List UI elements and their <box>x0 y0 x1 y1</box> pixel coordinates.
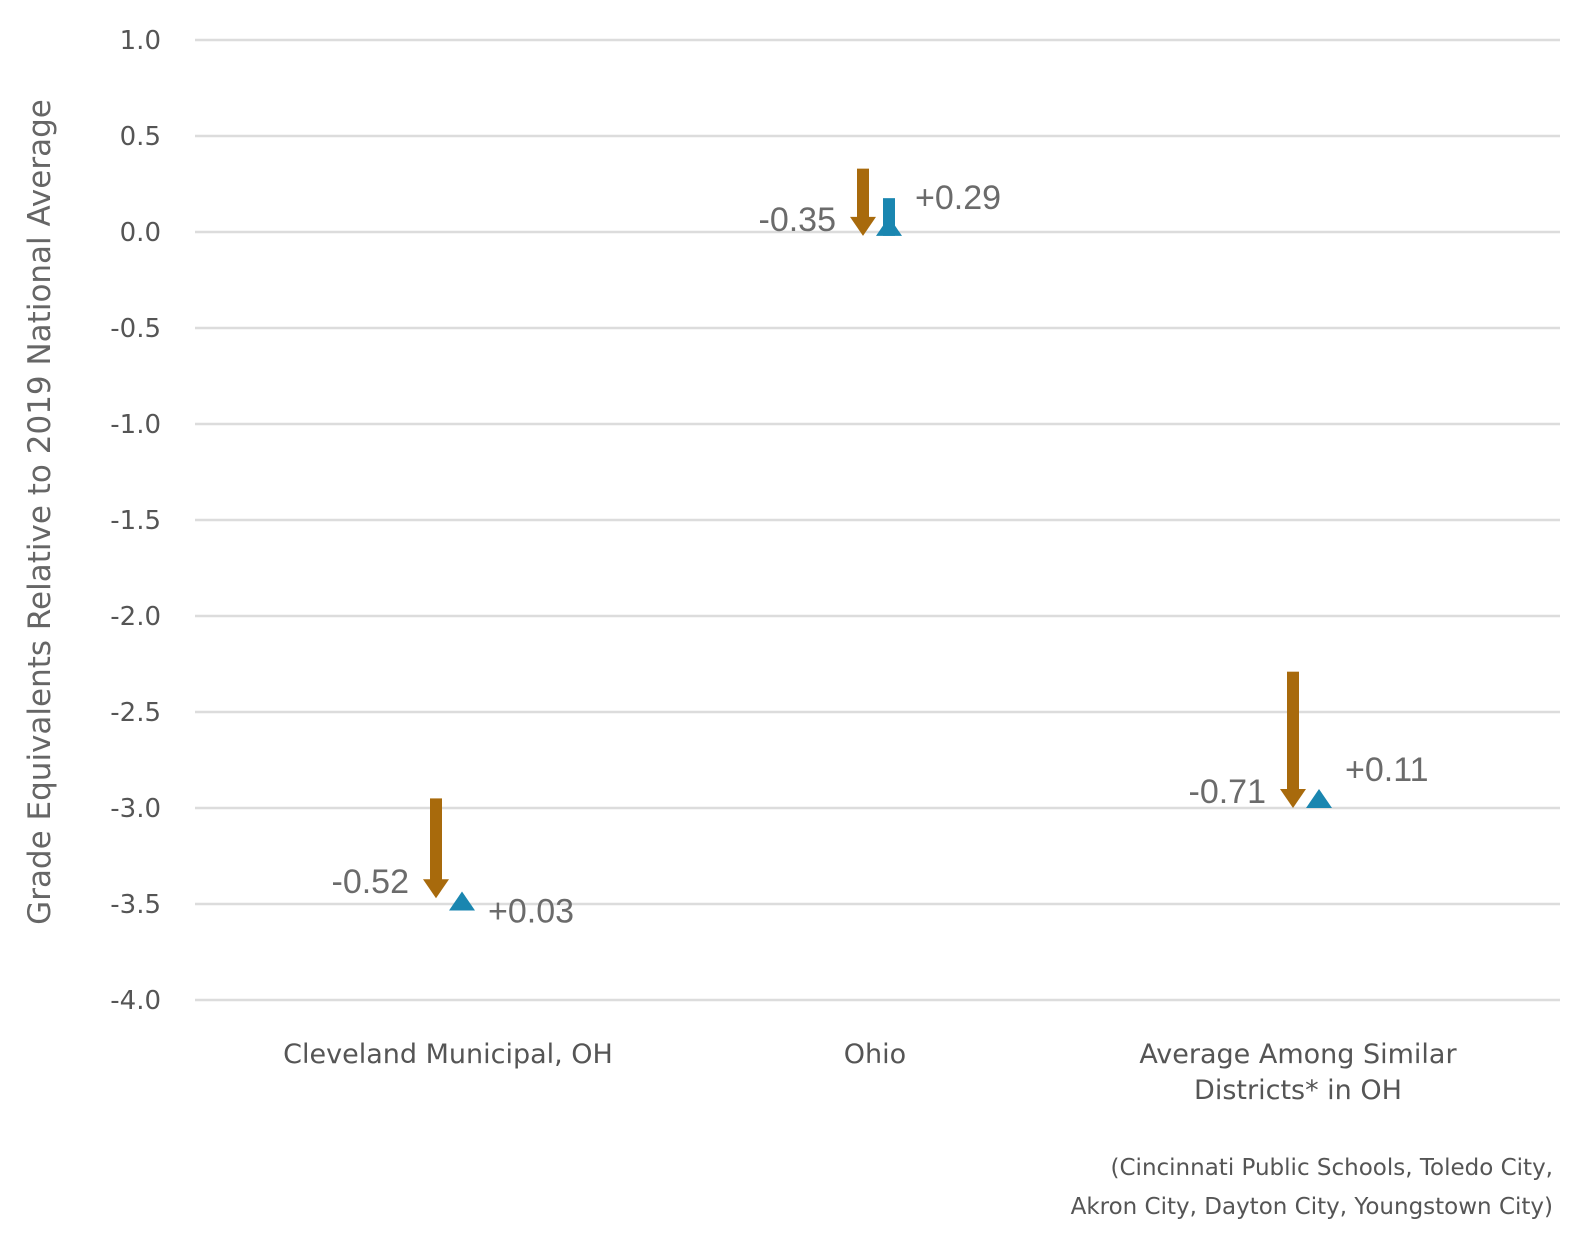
y-tick-label: 0.5 <box>120 122 161 152</box>
y-axis-label: Grade Equivalents Relative to 2019 Natio… <box>22 99 58 925</box>
y-tick-label: -1.5 <box>110 506 161 536</box>
chart-marks: -0.52 +0.03 -0.35 +0.29 -0.71 +0.11 <box>332 168 1429 930</box>
recovery-label: +0.29 <box>915 179 1001 217</box>
x-category-label: Districts* in OH <box>1194 1075 1402 1106</box>
decline-arrow-head <box>850 216 876 236</box>
x-category-label: Ohio <box>844 1039 906 1070</box>
recovery-arrow-head <box>876 216 902 236</box>
recovery-label: +0.03 <box>488 892 574 930</box>
decline-arrow-head <box>423 879 449 899</box>
y-tick-label: -3.5 <box>110 890 161 920</box>
decline-arrow-shaft <box>857 168 869 218</box>
y-tick-label: 1.0 <box>120 26 161 56</box>
footnote: (Cincinnati Public Schools, Toledo City,… <box>1071 1155 1553 1220</box>
y-tick-label: -2.5 <box>110 698 161 728</box>
decline-label: -0.52 <box>332 863 410 901</box>
decline-label: -0.35 <box>759 201 837 239</box>
footnote-line: Akron City, Dayton City, Youngstown City… <box>1071 1194 1553 1220</box>
decline-arrow-shaft <box>430 798 442 881</box>
gridlines <box>195 38 1560 1002</box>
y-tick-label: -0.5 <box>110 314 161 344</box>
decline-arrow-shaft <box>1287 671 1299 790</box>
x-category-label: Cleveland Municipal, OH <box>283 1039 613 1070</box>
y-axis-ticks: 1.0 0.5 0.0 -0.5 -1.0 -1.5 -2.0 -2.5 -3.0 -3.5 -4.… <box>110 26 161 1016</box>
y-tick-label: 0.0 <box>120 218 161 248</box>
y-tick-label: -3.0 <box>110 794 161 824</box>
x-category-label: Average Among Similar <box>1139 1039 1457 1070</box>
footnote-line: (Cincinnati Public Schools, Toledo City, <box>1111 1155 1553 1181</box>
decline-arrow-head <box>1280 789 1306 808</box>
recovery-arrow-head <box>1306 789 1332 808</box>
recovery-arrow-head <box>449 891 475 911</box>
y-tick-label: -1.0 <box>110 410 161 440</box>
y-tick-label: -2.0 <box>110 602 161 632</box>
decline-label: -0.71 <box>1189 773 1267 811</box>
x-axis-categories: Cleveland Municipal, OH Ohio Average Among… <box>283 1039 1457 1106</box>
y-tick-label: -4.0 <box>110 986 161 1016</box>
recovery-label: +0.11 <box>1345 751 1429 789</box>
